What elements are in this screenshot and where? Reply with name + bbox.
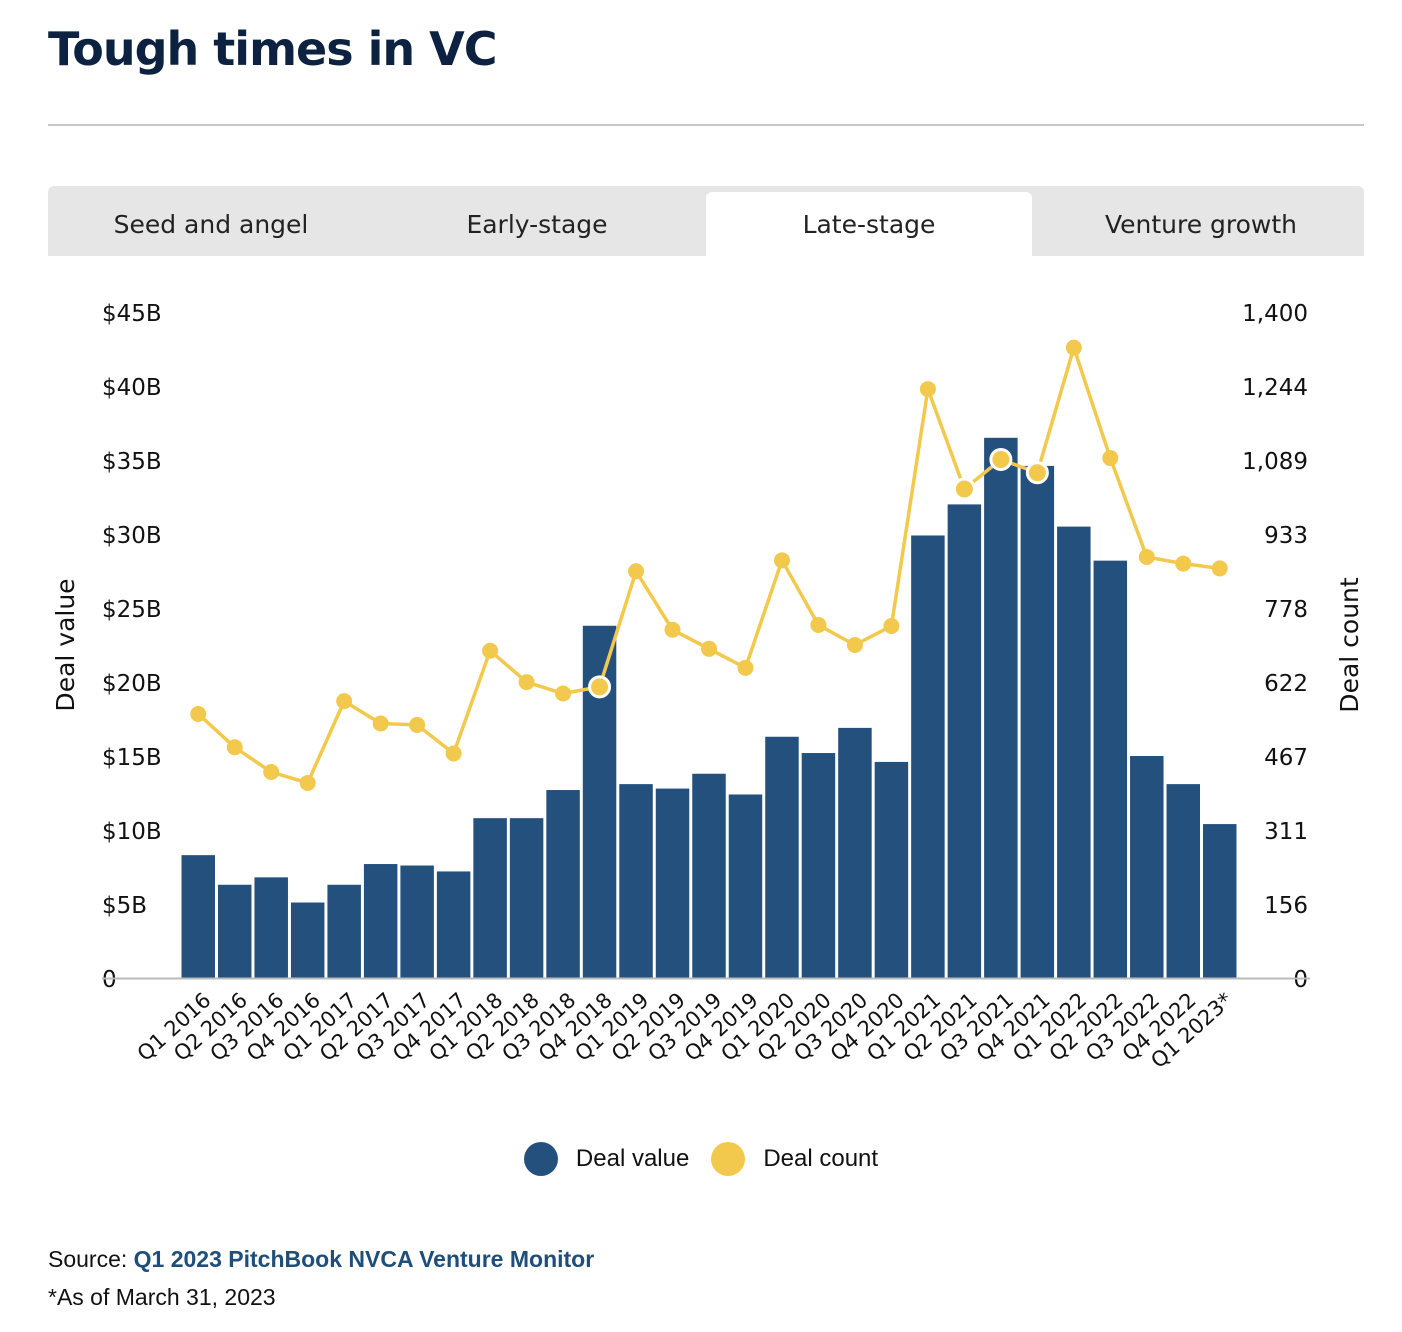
bar-deal-value [838, 727, 872, 978]
y-left-tick-label: 0 [102, 967, 117, 993]
point-deal-count [263, 764, 280, 781]
y-left-tick-label: $30B [102, 523, 162, 549]
y-right-tick-label: 778 [1264, 597, 1308, 623]
point-deal-count [372, 715, 389, 732]
legend-swatch-deal-count [711, 1142, 746, 1176]
chart-legend: Deal value Deal count [0, 1142, 1402, 1176]
combo-chart: 0 $5B $10B $15B $20B $25B $30B $35B $40B $45B 0 156… [51, 301, 1364, 1073]
point-deal-count [482, 642, 499, 659]
point-deal-count [919, 381, 936, 398]
point-deal-count [336, 693, 353, 710]
bar-deal-value [1093, 560, 1128, 978]
point-deal-count [299, 774, 316, 791]
bar-deal-value [254, 877, 288, 978]
y-right-tick-label: 622 [1264, 671, 1308, 697]
point-deal-count [190, 705, 207, 722]
y-left-axis-title: Deal value [51, 578, 80, 711]
point-deal-count [518, 674, 535, 691]
y-right-tick-label: 0 [1293, 967, 1308, 993]
point-deal-count [409, 716, 426, 733]
y-left-tick-label: $35B [102, 449, 162, 475]
point-deal-count [1138, 548, 1155, 565]
y-right-tick-label: 467 [1264, 745, 1308, 771]
tab-early-stage[interactable]: Early-stage [466, 209, 608, 239]
title-divider [48, 124, 1364, 126]
point-deal-count [588, 675, 612, 699]
bar-deal-value [546, 790, 580, 978]
bar-deal-value [947, 504, 982, 978]
point-deal-count [952, 477, 976, 501]
y-left-tick-label: $40B [102, 375, 162, 401]
point-deal-count [773, 552, 790, 569]
y-right-tick-label: 1,244 [1242, 375, 1308, 401]
bar-deal-value [1020, 465, 1055, 978]
point-deal-count [1025, 461, 1049, 485]
bar-deal-value [728, 794, 763, 978]
bar-deal-value [1203, 824, 1237, 978]
tab-late-stage[interactable]: Late-stage [706, 192, 1032, 256]
y-left-tick-label: $5B [102, 893, 147, 919]
point-deal-count [737, 659, 754, 676]
y-left-tick-label: $20B [102, 671, 162, 697]
source-line: Source: Q1 2023 PitchBook NVCA Venture M… [48, 1246, 594, 1273]
bar-deal-value [619, 784, 653, 978]
tab-venture-growth[interactable]: Venture growth [1104, 209, 1298, 239]
bar-deal-value [1166, 784, 1201, 978]
bar-deal-value [692, 773, 726, 978]
point-deal-count [846, 637, 863, 653]
legend-item-deal-count[interactable]: Deal count [711, 1142, 878, 1176]
y-right-axis-title: Deal count [1335, 577, 1364, 713]
bar-deal-value [874, 761, 909, 978]
bar-deal-value [1130, 756, 1164, 978]
bar-deal-value [181, 855, 215, 978]
point-deal-count [989, 447, 1013, 471]
bar-deal-value [655, 788, 690, 978]
y-right-tick-label: 156 [1264, 893, 1308, 919]
bar-deal-value [984, 437, 1018, 978]
bar-deal-value [801, 753, 836, 978]
bar-deal-value [765, 736, 799, 978]
legend-item-deal-value[interactable]: Deal value [523, 1142, 690, 1176]
bar-deal-value [363, 864, 398, 978]
bar-deal-value [473, 818, 507, 978]
point-deal-count [445, 745, 462, 762]
tab-seed-and-angel[interactable]: Seed and angel [113, 209, 309, 239]
bar-deal-value [327, 884, 361, 978]
y-right-tick-label: 1,400 [1242, 301, 1308, 327]
bar-deal-value [290, 902, 325, 978]
legend-label-deal-count: Deal count [763, 1145, 879, 1172]
point-deal-count [701, 640, 717, 657]
bar-deal-value [1057, 526, 1091, 978]
y-right-tick-label: 933 [1264, 523, 1308, 549]
y-left-tick-label: $10B [102, 819, 162, 845]
point-deal-count [226, 739, 243, 756]
y-right-tick-label: 1,089 [1242, 449, 1308, 475]
footnote: *As of March 31, 2023 [48, 1284, 276, 1310]
point-deal-count [628, 563, 645, 580]
bar-deal-value [400, 865, 434, 978]
point-deal-count [1102, 450, 1119, 467]
bar-deal-value [217, 884, 252, 978]
point-deal-count [1175, 555, 1192, 572]
y-left-tick-label: $25B [102, 597, 162, 623]
stage-tabs: Seed and angel Early-stage Late-stage Ve… [48, 186, 1364, 256]
source-prefix: Source: [48, 1246, 134, 1272]
legend-label-deal-value: Deal value [575, 1145, 690, 1172]
bar-deal-value [509, 818, 544, 978]
chart-title: Tough times in VC [48, 22, 497, 76]
bar-deal-value [436, 871, 471, 978]
point-deal-count [810, 617, 827, 634]
y-left-tick-label: $45B [102, 301, 162, 327]
point-deal-count [883, 617, 900, 634]
point-deal-count [555, 685, 572, 702]
bar-deal-value [911, 535, 945, 978]
point-deal-count [664, 621, 681, 638]
point-deal-count [1065, 339, 1082, 356]
y-right-tick-label: 311 [1264, 819, 1308, 845]
legend-swatch-deal-value [523, 1142, 558, 1176]
y-left-tick-label: $15B [102, 745, 162, 771]
source-link[interactable]: Q1 2023 PitchBook NVCA Venture Monitor [133, 1246, 595, 1272]
point-deal-count [1211, 560, 1228, 577]
